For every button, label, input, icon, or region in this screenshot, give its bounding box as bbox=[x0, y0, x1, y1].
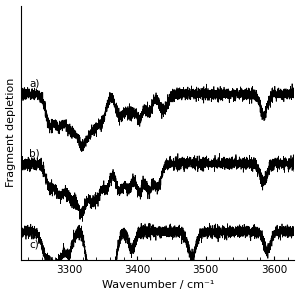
Text: b): b) bbox=[29, 149, 40, 159]
X-axis label: Wavenumber / cm⁻¹: Wavenumber / cm⁻¹ bbox=[102, 280, 214, 290]
Y-axis label: Fragment depletion: Fragment depletion bbox=[6, 78, 16, 187]
Text: c): c) bbox=[29, 239, 39, 249]
Text: a): a) bbox=[29, 79, 40, 89]
